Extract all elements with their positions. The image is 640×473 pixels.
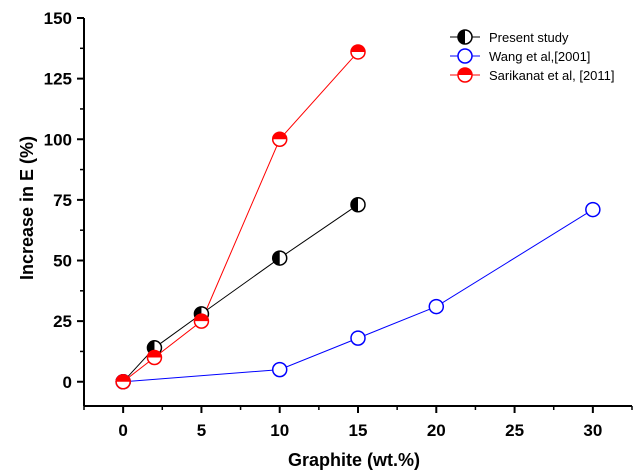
legend: Present study Wang et al,[2001] Sarikanat … — [450, 29, 615, 83]
data-point — [271, 250, 288, 266]
data-point — [350, 330, 366, 346]
data-point — [193, 313, 210, 329]
legend-label: Present study — [489, 30, 569, 45]
data-point — [585, 201, 601, 218]
series-line — [123, 209, 594, 383]
legend-marker — [457, 67, 473, 83]
legend-marker — [457, 29, 473, 45]
legend-label: Sarikanat et al, [2011] — [489, 68, 615, 83]
x-tick-label: 10 — [270, 421, 289, 440]
legend-marker — [457, 48, 473, 64]
y-axis-ticks: 0 25 50 75 100 125 150 — [44, 9, 84, 392]
y-tick-label: 75 — [53, 191, 72, 210]
data-point — [271, 131, 288, 147]
data-point — [350, 44, 366, 60]
y-axis-title: Increase in E (%) — [17, 136, 37, 280]
series-2 — [122, 51, 359, 383]
y-tick-label: 150 — [44, 9, 72, 28]
y-tick-label: 25 — [53, 312, 72, 331]
legend-item: Wang et al,[2001] — [450, 48, 590, 64]
y-tick-label: 0 — [63, 373, 72, 392]
series-markers-2 — [115, 44, 366, 390]
y-tick-label: 125 — [44, 70, 72, 89]
plot-area: 0 5 10 15 20 25 30 0 25 50 75 100 125 150 — [44, 9, 633, 440]
data-point — [146, 349, 163, 366]
legend-label: Wang et al,[2001] — [489, 49, 590, 64]
y-tick-label: 50 — [53, 252, 72, 271]
x-axis-title: Graphite (wt.%) — [288, 450, 420, 470]
x-tick-label: 25 — [505, 421, 524, 440]
data-point — [271, 361, 288, 378]
series-line — [122, 51, 359, 383]
data-point — [115, 374, 131, 390]
x-tick-label: 5 — [197, 421, 206, 440]
series-markers-1 — [115, 201, 601, 390]
series-layer — [115, 44, 601, 390]
legend-item: Present study — [450, 29, 569, 45]
x-tick-label: 20 — [427, 421, 446, 440]
y-tick-label: 100 — [44, 130, 72, 149]
x-tick-label: 30 — [583, 421, 602, 440]
data-point — [428, 298, 445, 315]
x-tick-label: 0 — [118, 421, 127, 440]
legend-item: Sarikanat et al, [2011] — [450, 67, 615, 83]
series-1 — [123, 209, 594, 383]
x-tick-label: 15 — [349, 421, 368, 440]
x-axis-ticks: 0 5 10 15 20 25 30 — [83, 406, 633, 440]
data-point — [350, 196, 366, 213]
